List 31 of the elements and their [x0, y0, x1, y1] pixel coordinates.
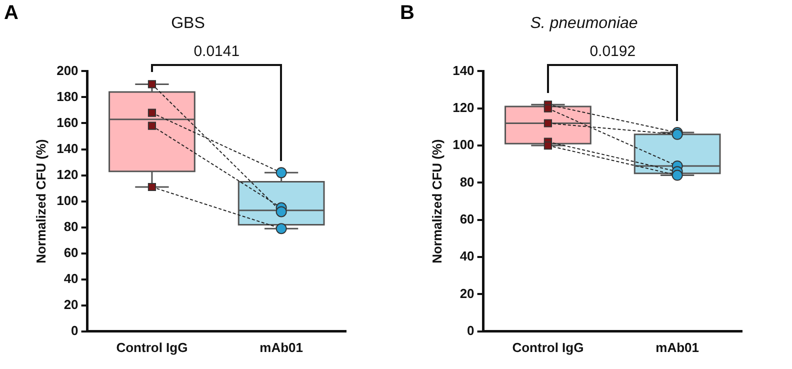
chart-title: S. pneumoniae: [530, 15, 638, 32]
text: B: [400, 2, 414, 25]
y-tick-label: 20: [64, 296, 78, 312]
y-tick-label: 20: [460, 286, 474, 301]
y-tick-label: 40: [460, 248, 474, 264]
y-tick-label: 40: [64, 270, 78, 286]
x-tick-label: mAb01: [260, 340, 303, 355]
y-tick-label: 60: [460, 211, 474, 226]
text: 0.0141: [194, 42, 240, 60]
y-tick-label: 100: [452, 137, 474, 152]
x-tick-label: Control IgG: [116, 340, 188, 355]
y-tick-label: 0: [467, 322, 474, 338]
y-tick-label: 0: [71, 322, 78, 338]
text: A: [4, 2, 18, 25]
text: 0.0192: [590, 42, 636, 60]
y-tick-label: 80: [64, 218, 78, 234]
chart-title: GBS: [171, 15, 205, 32]
x-tick-label: mAb01: [656, 340, 699, 355]
y-tick-label: 160: [56, 114, 78, 130]
y-tick-label: 120: [452, 100, 474, 115]
y-tick-label: 140: [452, 62, 474, 78]
y-tick-label: 80: [460, 174, 474, 190]
y-axis-title: Normalized CFU (%): [429, 139, 444, 264]
y-tick-label: 100: [56, 192, 78, 208]
y-tick-label: 60: [64, 244, 78, 260]
y-tick-label: 140: [56, 140, 78, 156]
y-tick-label: 120: [56, 166, 78, 182]
y-tick-label: 200: [56, 62, 78, 78]
x-tick-label: Control IgG: [512, 340, 584, 355]
y-tick-label: 180: [56, 88, 78, 104]
y-axis-title: Normalized CFU (%): [33, 139, 48, 264]
